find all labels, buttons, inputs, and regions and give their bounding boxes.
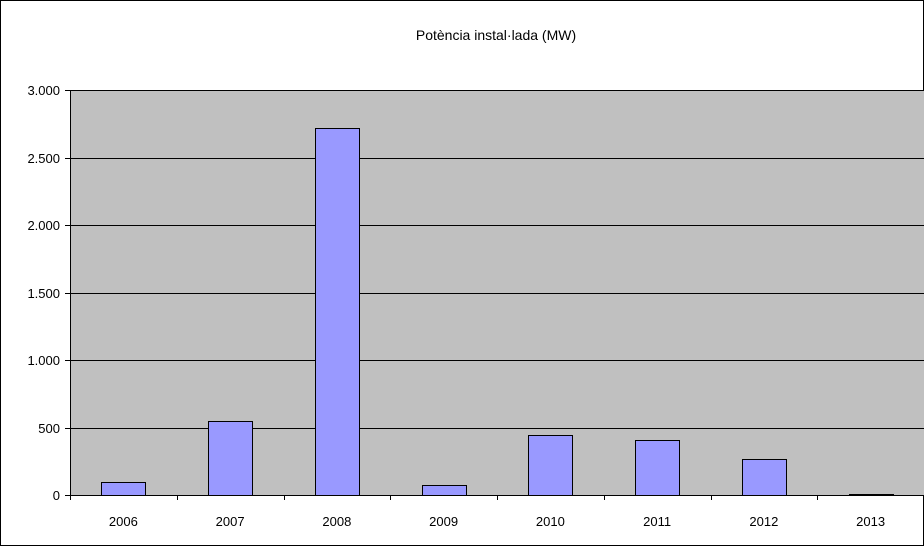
bars <box>101 128 894 496</box>
bar-2006 <box>101 482 146 496</box>
bar-2010 <box>528 435 573 496</box>
x-tick-labels: 2006 2007 2008 2009 2010 2011 2012 2013 <box>70 495 885 529</box>
y-tick-label: 0 <box>53 488 60 503</box>
y-tick-label: 1.000 <box>27 353 60 368</box>
x-tick-label: 2010 <box>536 514 565 529</box>
bar-2007 <box>208 421 253 496</box>
x-tick-label: 2011 <box>643 514 671 529</box>
bar-2008 <box>315 128 360 496</box>
bar-2012 <box>742 459 787 496</box>
y-tick-label: 3.000 <box>27 83 60 98</box>
x-tick-label: 2012 <box>749 514 778 529</box>
x-tick-label: 2006 <box>109 514 138 529</box>
chart-title: Potència instal·lada (MW) <box>416 27 576 43</box>
x-tick-label: 2007 <box>216 514 245 529</box>
bar-2009 <box>422 485 467 496</box>
plot-area <box>70 90 924 495</box>
y-tick-label: 2.500 <box>27 151 60 166</box>
x-tick-label: 2008 <box>322 514 351 529</box>
y-tick-label: 500 <box>38 421 60 436</box>
y-tick-labels: 0 500 1.000 1.500 2.000 2.500 3.000 <box>27 83 70 503</box>
x-tick-label: 2013 <box>856 514 885 529</box>
y-tick-label: 2.000 <box>27 218 60 233</box>
y-tick-label: 1.500 <box>27 286 60 301</box>
x-tick-label: 2009 <box>429 514 458 529</box>
bar-2011 <box>635 440 680 496</box>
